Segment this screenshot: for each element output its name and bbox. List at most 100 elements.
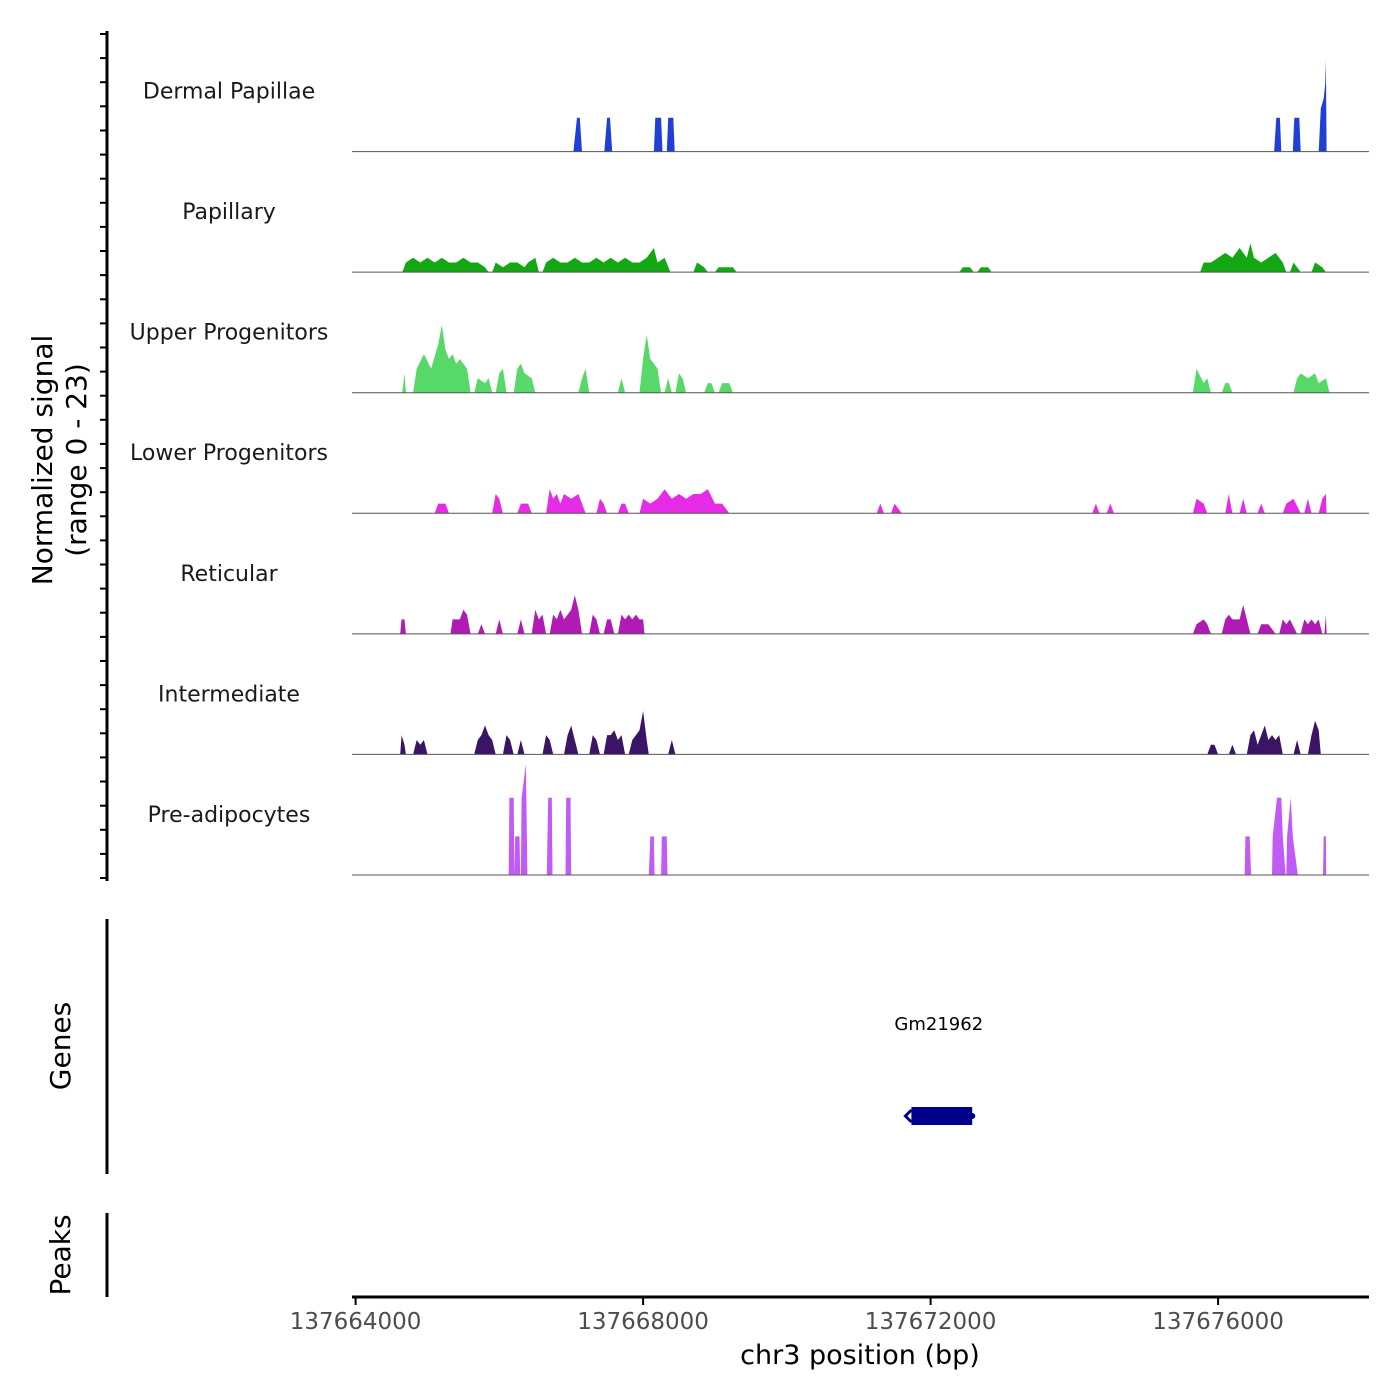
gene-label: Gm21962 (894, 1014, 983, 1035)
x-tick-label: 137668000 (577, 1309, 709, 1335)
signal-peak (1221, 604, 1251, 634)
signal-tracks: Dermal Papillae Papillary Upper Progenitor… (130, 59, 1369, 876)
signal-peak (1293, 373, 1330, 393)
signal-peak (718, 383, 733, 393)
signal-peak (565, 797, 572, 875)
track-intermediate: Intermediate (158, 682, 1369, 755)
signal-peak (648, 836, 655, 875)
signal-peak (495, 619, 503, 634)
signal-peak (517, 740, 525, 755)
signal-peak (531, 609, 547, 634)
signal-peak (549, 595, 582, 634)
track-upper-progenitors: Upper Progenitors (130, 321, 1369, 394)
y-axis-subtitle: (range 0 - 23) (60, 363, 93, 557)
signal-peak (1200, 243, 1287, 273)
signal-peak (495, 368, 507, 393)
track-label: Dermal Papillae (143, 80, 315, 105)
signal-peak (502, 735, 514, 755)
gene-body (911, 1107, 973, 1125)
signal-peak (1292, 117, 1301, 152)
signal-peak (492, 257, 539, 273)
signal-peak (1279, 619, 1298, 634)
signal-peak (520, 764, 528, 875)
signal-peak (578, 368, 590, 393)
signal-peak (564, 725, 579, 755)
signal-peak (474, 725, 496, 755)
signal-peak (1304, 498, 1312, 514)
signal-peak (675, 373, 687, 393)
signal-peak (617, 503, 629, 514)
signal-peak (603, 730, 626, 755)
signal-peak (639, 334, 662, 393)
signal-peak (1323, 836, 1327, 875)
signal-peak (508, 797, 515, 875)
signal-peak (661, 836, 668, 875)
signal-peak (1192, 368, 1211, 393)
signal-peak (546, 797, 553, 875)
signal-peak (891, 503, 902, 514)
track-papillary: Papillary (182, 200, 1369, 273)
signal-peak (413, 740, 428, 755)
signal-peak (639, 489, 730, 514)
signal-peak (400, 735, 406, 755)
signal-peak (1282, 498, 1301, 514)
signal-peak (704, 383, 715, 393)
gene-annotations: Gm21962 (894, 1014, 983, 1125)
signal-peak (1318, 494, 1327, 514)
track-label: Pre-adipocytes (148, 803, 311, 828)
signal-peak (474, 378, 493, 393)
signal-peak (1286, 797, 1298, 875)
signal-peak (402, 257, 489, 273)
peaks-panel-title: Peaks (44, 1214, 77, 1295)
signal-peak (604, 117, 613, 152)
signal-peak (715, 267, 737, 273)
signal-peak (542, 735, 554, 755)
signal-peak (450, 609, 471, 634)
x-tick-label: 137676000 (1152, 1309, 1284, 1335)
signal-peak (1257, 503, 1265, 514)
signal-peak (959, 267, 974, 273)
x-tick-label: 137664000 (290, 1309, 422, 1335)
signal-peak (1221, 383, 1233, 393)
x-axis-title: chr3 position (bp) (740, 1340, 980, 1371)
genes-panel-title: Genes (44, 1002, 77, 1090)
signal-peak (1228, 744, 1236, 755)
signal-peak (1324, 614, 1327, 634)
signal-peak (1300, 619, 1323, 634)
signal-peak (1311, 262, 1326, 273)
signal-peak (617, 378, 626, 393)
track-label: Upper Progenitors (130, 321, 329, 346)
signal-peak (1274, 117, 1282, 152)
signal-peak (413, 325, 471, 393)
track-label: Reticular (180, 562, 278, 587)
signal-peak (1318, 59, 1327, 152)
signal-peak (573, 117, 582, 152)
signal-peak (653, 117, 663, 152)
signal-peak (1307, 720, 1321, 755)
signal-peak (1257, 624, 1276, 634)
signal-peak (1246, 725, 1283, 755)
signal-peak (1225, 494, 1233, 514)
signal-peak (1244, 836, 1252, 875)
signal-peak (492, 494, 503, 514)
signal-peak (1207, 744, 1219, 755)
signal-peak (1239, 498, 1247, 514)
track-label: Lower Progenitors (130, 441, 328, 466)
signal-peak (589, 614, 600, 634)
track-label: Intermediate (158, 682, 300, 707)
signal-peak (517, 619, 525, 634)
signal-peak (1272, 797, 1286, 875)
track-dermal-papillae: Dermal Papillae (143, 59, 1369, 153)
signal-peak (1092, 503, 1100, 514)
track-lower-progenitors: Lower Progenitors (130, 441, 1369, 514)
signal-y-ticks (100, 33, 107, 879)
signal-peak (617, 614, 645, 634)
signal-peak (1289, 262, 1301, 273)
signal-peak (546, 489, 586, 514)
signal-peak (666, 117, 675, 152)
signal-peak (1293, 740, 1301, 755)
signal-peak (514, 836, 521, 875)
x-axis-ticks: 137664000 137668000 137672000 137676000 (290, 1297, 1284, 1335)
